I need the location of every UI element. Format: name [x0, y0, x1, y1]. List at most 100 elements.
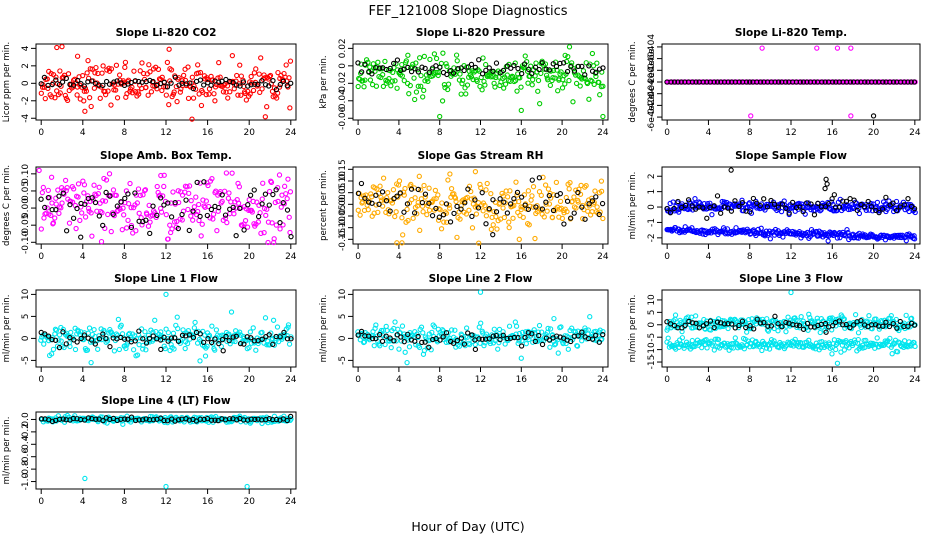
- data-point: [855, 330, 862, 336]
- data-point: [70, 215, 77, 221]
- x-tick-label: 8: [122, 128, 128, 138]
- data-point: [476, 240, 482, 246]
- data-point: [515, 335, 521, 341]
- data-point: [557, 198, 564, 204]
- data-point: [792, 336, 798, 343]
- data-point: [261, 229, 267, 236]
- x-tick-label: 0: [38, 252, 44, 262]
- data-point: [451, 210, 457, 217]
- data-point: [905, 79, 911, 85]
- data-point: [245, 202, 251, 208]
- data-point: [709, 342, 716, 348]
- data-point: [229, 170, 235, 176]
- data-point: [911, 79, 918, 85]
- data-point: [276, 172, 283, 178]
- data-point: [224, 219, 230, 226]
- x-tick-label: 12: [475, 252, 486, 262]
- data-point: [516, 198, 522, 205]
- data-point: [408, 186, 415, 192]
- series-2: [38, 74, 294, 93]
- data-point: [736, 322, 742, 329]
- data-point: [418, 72, 424, 79]
- chart-title: Slope Sample Flow: [735, 150, 847, 162]
- data-point: [140, 342, 146, 349]
- y-tick-label: -0.10: [338, 216, 348, 240]
- y-tick-label: 5: [647, 309, 657, 315]
- data-point: [844, 227, 850, 233]
- data-point: [493, 209, 500, 215]
- data-point: [451, 191, 457, 197]
- data-point: [219, 192, 225, 198]
- data-point: [373, 192, 379, 198]
- data-point: [358, 328, 365, 335]
- data-point: [406, 91, 412, 97]
- data-point: [911, 236, 918, 242]
- data-point: [128, 79, 134, 86]
- data-point: [678, 79, 684, 85]
- data-point: [281, 329, 287, 336]
- y-axis-label: ml/min per min.: [2, 295, 12, 363]
- data-point: [426, 344, 432, 350]
- data-point: [747, 323, 753, 329]
- data-point: [521, 61, 528, 67]
- data-point: [363, 192, 369, 198]
- data-point: [490, 222, 496, 228]
- data-point: [99, 70, 105, 76]
- data-point: [401, 192, 407, 198]
- data-point: [43, 210, 49, 216]
- data-point: [574, 343, 581, 349]
- data-point: [63, 187, 69, 194]
- data-point: [377, 331, 383, 338]
- data-point: [422, 191, 429, 197]
- data-point: [96, 336, 103, 342]
- data-point: [761, 320, 767, 326]
- data-point: [506, 225, 512, 231]
- series-3: [664, 313, 918, 335]
- data-point: [383, 198, 390, 204]
- data-point: [689, 203, 695, 209]
- data-point: [179, 78, 185, 84]
- data-point: [170, 330, 177, 336]
- data-point: [797, 79, 803, 85]
- y-tick-label: 0e+00: [647, 67, 657, 98]
- data-point: [890, 79, 897, 85]
- data-point: [256, 71, 262, 77]
- data-point: [703, 321, 710, 327]
- data-point: [547, 326, 554, 332]
- data-point: [38, 90, 44, 96]
- data-point: [379, 338, 386, 344]
- data-point: [82, 214, 89, 220]
- data-point: [777, 231, 783, 237]
- data-point: [850, 322, 857, 328]
- data-point: [164, 84, 171, 90]
- data-point: [412, 195, 418, 201]
- data-point: [575, 189, 581, 196]
- data-point: [228, 199, 234, 205]
- x-tick-label: 12: [785, 252, 796, 262]
- data-point: [522, 53, 528, 59]
- data-point: [431, 324, 438, 330]
- data-point: [478, 185, 484, 191]
- data-point: [391, 338, 397, 344]
- data-point: [444, 63, 450, 70]
- data-point: [519, 329, 526, 336]
- data-point: [520, 214, 526, 221]
- data-point: [445, 86, 451, 93]
- data-point: [880, 206, 886, 212]
- data-point: [219, 336, 226, 343]
- data-point: [164, 59, 171, 66]
- data-point: [175, 338, 182, 344]
- data-point: [143, 340, 150, 346]
- data-point: [450, 70, 457, 76]
- data-point: [146, 62, 152, 68]
- data-point: [259, 336, 265, 342]
- data-point: [89, 195, 95, 201]
- data-point: [217, 74, 223, 80]
- data-point: [445, 81, 452, 87]
- data-point: [715, 336, 722, 343]
- data-point: [139, 60, 145, 66]
- data-point: [403, 58, 409, 64]
- data-point: [775, 328, 781, 334]
- data-point: [202, 353, 209, 359]
- data-point: [501, 199, 507, 205]
